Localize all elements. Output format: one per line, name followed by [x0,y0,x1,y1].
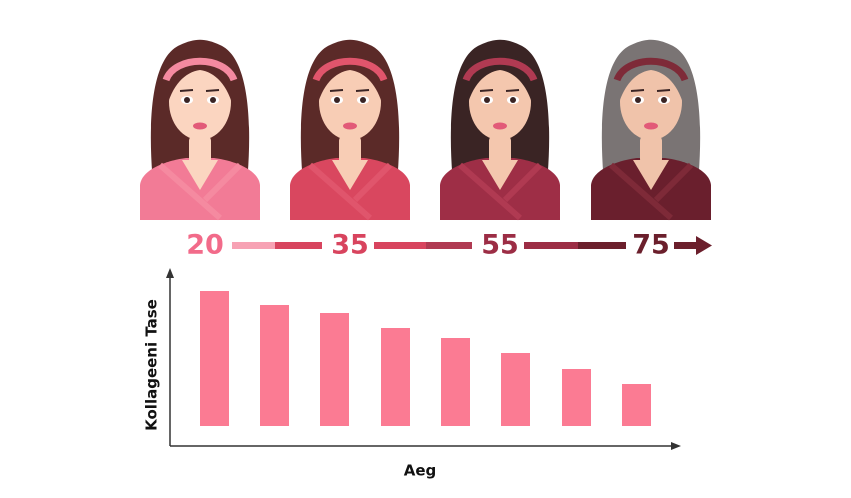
bar [441,338,470,426]
neckline [633,160,669,190]
pupil [184,97,190,103]
bar [501,353,530,426]
headband [162,57,238,82]
brow [329,89,344,92]
faces [140,39,711,221]
pupil [210,97,216,103]
pupil [484,97,490,103]
y-axis-arrow [166,268,174,278]
pupil [661,97,667,103]
pupil [510,97,516,103]
bar [622,384,651,426]
bar [562,369,591,426]
face [169,64,231,140]
lips [644,122,658,130]
timeline-segment [374,242,426,249]
pupil [635,97,641,103]
brow [656,89,671,92]
lips [193,122,207,130]
brow [630,89,645,92]
pupil [360,97,366,103]
age-label: 55 [481,230,519,261]
x-axis-arrow [671,442,681,450]
neck [640,135,662,165]
collar [158,162,243,221]
brow [505,89,520,92]
neckline [182,160,218,190]
lips [343,122,357,130]
collar [308,162,393,221]
face [469,64,531,140]
brow [179,89,194,92]
timeline-arrow [696,236,712,255]
age-label: 75 [632,230,670,261]
headband [462,57,538,82]
x-axis-label: Aeg [404,462,437,480]
brow [479,89,494,92]
y-axis-label: Kollageeni Tase [143,299,161,431]
collar [609,162,694,221]
neck [339,135,361,165]
brow [205,89,220,92]
headband [613,57,689,82]
collar [458,162,543,221]
bar [260,305,289,426]
bars [200,291,651,426]
timeline-segment [524,242,578,249]
neckline [482,160,518,190]
face [319,64,381,140]
neck [489,135,511,165]
timeline-segment [232,242,275,249]
bar [200,291,229,426]
pupil [334,97,340,103]
age-label: 20 [186,230,224,261]
bar [381,328,410,426]
neck [189,135,211,165]
bar [320,313,349,426]
lips [493,122,507,130]
timeline-segment [674,242,698,249]
neckline [332,160,368,190]
timeline-segment [426,242,472,249]
age-timeline: 20 35 55 75 [186,230,712,261]
timeline-segment [275,242,322,249]
face [620,64,682,140]
headband [312,57,388,82]
brow [355,89,370,92]
age-label: 35 [331,230,369,261]
timeline-segment [578,242,626,249]
